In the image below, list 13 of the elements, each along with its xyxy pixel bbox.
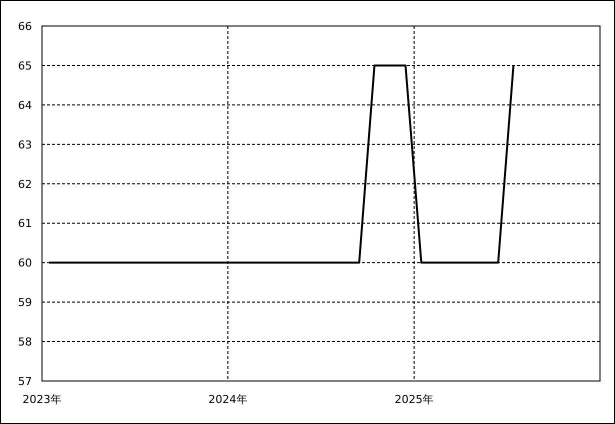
x-tick-label: 2024年	[208, 393, 248, 406]
y-tick-label: 66	[18, 20, 32, 33]
y-tick-label: 57	[18, 375, 32, 388]
x-tick-label: 2023年	[22, 393, 62, 406]
y-tick-label: 64	[18, 98, 32, 112]
y-tick-label: 60	[18, 256, 32, 270]
y-tick-label: 65	[18, 59, 32, 72]
y-tick-label: 58	[18, 336, 32, 349]
y-tick-label: 59	[18, 296, 32, 310]
y-tick-label: 62	[18, 178, 32, 191]
y-tick-label: 61	[18, 217, 32, 230]
y-tick-label: 63	[18, 138, 32, 152]
x-tick-label: 2025年	[394, 393, 434, 406]
